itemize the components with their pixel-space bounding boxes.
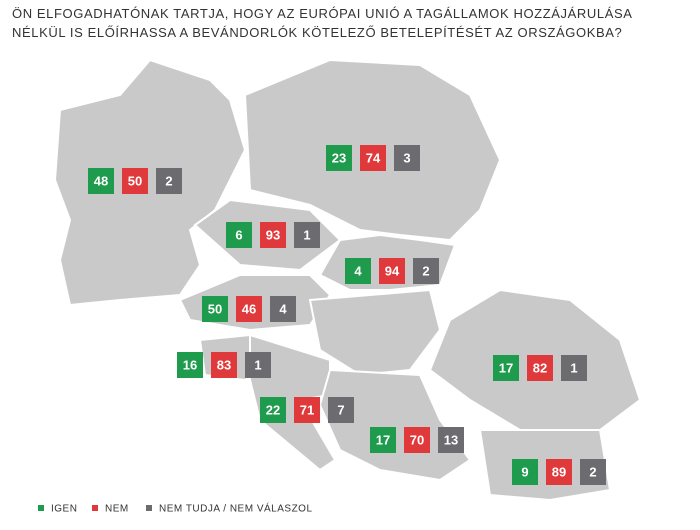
value-box [202,296,228,322]
region-values: 16 83 1 [177,352,271,378]
value-label: 13 [444,432,458,447]
value-box [413,258,439,284]
value-box [270,296,296,322]
title-line: NÉLKÜL IS ELŐÍRHASSA A BEVÁNDORLÓK KÖTEL… [12,25,622,40]
region-values: 48 50 2 [88,168,182,194]
region-values: 23 74 3 [326,145,420,171]
value-box [88,168,114,194]
value-label: 71 [300,402,314,417]
value-box [438,427,464,453]
value-box [580,459,606,485]
value-box [122,168,148,194]
value-box [370,427,396,453]
value-label: 89 [552,464,566,479]
value-label: 1 [254,357,261,372]
region-values: 50 46 4 [202,296,296,322]
value-label: 7 [337,402,344,417]
value-label: 1 [303,227,310,242]
region-values: 22 71 7 [260,397,354,423]
value-box [394,145,420,171]
value-box [345,258,371,284]
legend-label: IGEN [51,504,77,515]
region-values: 4 94 2 [345,258,439,284]
value-label: 46 [242,301,256,316]
value-label: 4 [279,301,287,316]
value-label: 9 [521,464,528,479]
value-label: 22 [266,402,280,417]
value-box [211,352,237,378]
value-label: 2 [589,464,596,479]
value-box [236,296,262,322]
value-box [527,355,553,381]
value-label: 17 [499,360,513,375]
value-label: 93 [266,227,280,242]
country-shape [308,288,442,377]
value-box [177,352,203,378]
value-label: 74 [366,150,381,165]
legend-swatch [146,505,152,511]
value-box [326,145,352,171]
value-box [561,355,587,381]
value-label: 3 [403,150,410,165]
value-label: 2 [422,263,429,278]
value-label: 16 [183,357,197,372]
legend-swatch [92,505,98,511]
value-box [156,168,182,194]
value-label: 50 [128,173,142,188]
value-label: 50 [208,301,222,316]
value-box [226,222,252,248]
value-label: 83 [217,357,231,372]
value-box [512,459,538,485]
value-box [260,222,286,248]
value-label: 1 [570,360,577,375]
region-values: 17 70 13 [370,427,464,453]
value-box [328,397,354,423]
value-label: 94 [385,263,400,278]
region-values: 17 82 1 [493,355,587,381]
value-label: 82 [533,360,547,375]
value-label: 2 [165,173,172,188]
value-box [360,145,386,171]
legend-swatch [38,505,44,511]
region-values: 6 93 1 [226,222,320,248]
value-label: 70 [410,432,424,447]
value-label: 6 [235,227,242,242]
legend-label: NEM TUDJA / NEM VÁLASZOL [159,502,313,515]
legend-label: NEM [105,504,129,515]
region-values: 9 89 2 [512,459,606,485]
value-box [245,352,271,378]
value-label: 48 [94,173,108,188]
country-shape [318,368,472,482]
value-label: 17 [376,432,390,447]
value-box [260,397,286,423]
value-box [546,459,572,485]
value-box [493,355,519,381]
title-line: ÖN ELFOGADHATÓNAK TARTJA, HOGY AZ EURÓPA… [12,6,633,21]
value-box [294,222,320,248]
value-label: 23 [332,150,346,165]
value-label: 4 [354,263,362,278]
value-box [404,427,430,453]
country-shape [53,58,247,307]
value-box [294,397,320,423]
value-box [379,258,405,284]
